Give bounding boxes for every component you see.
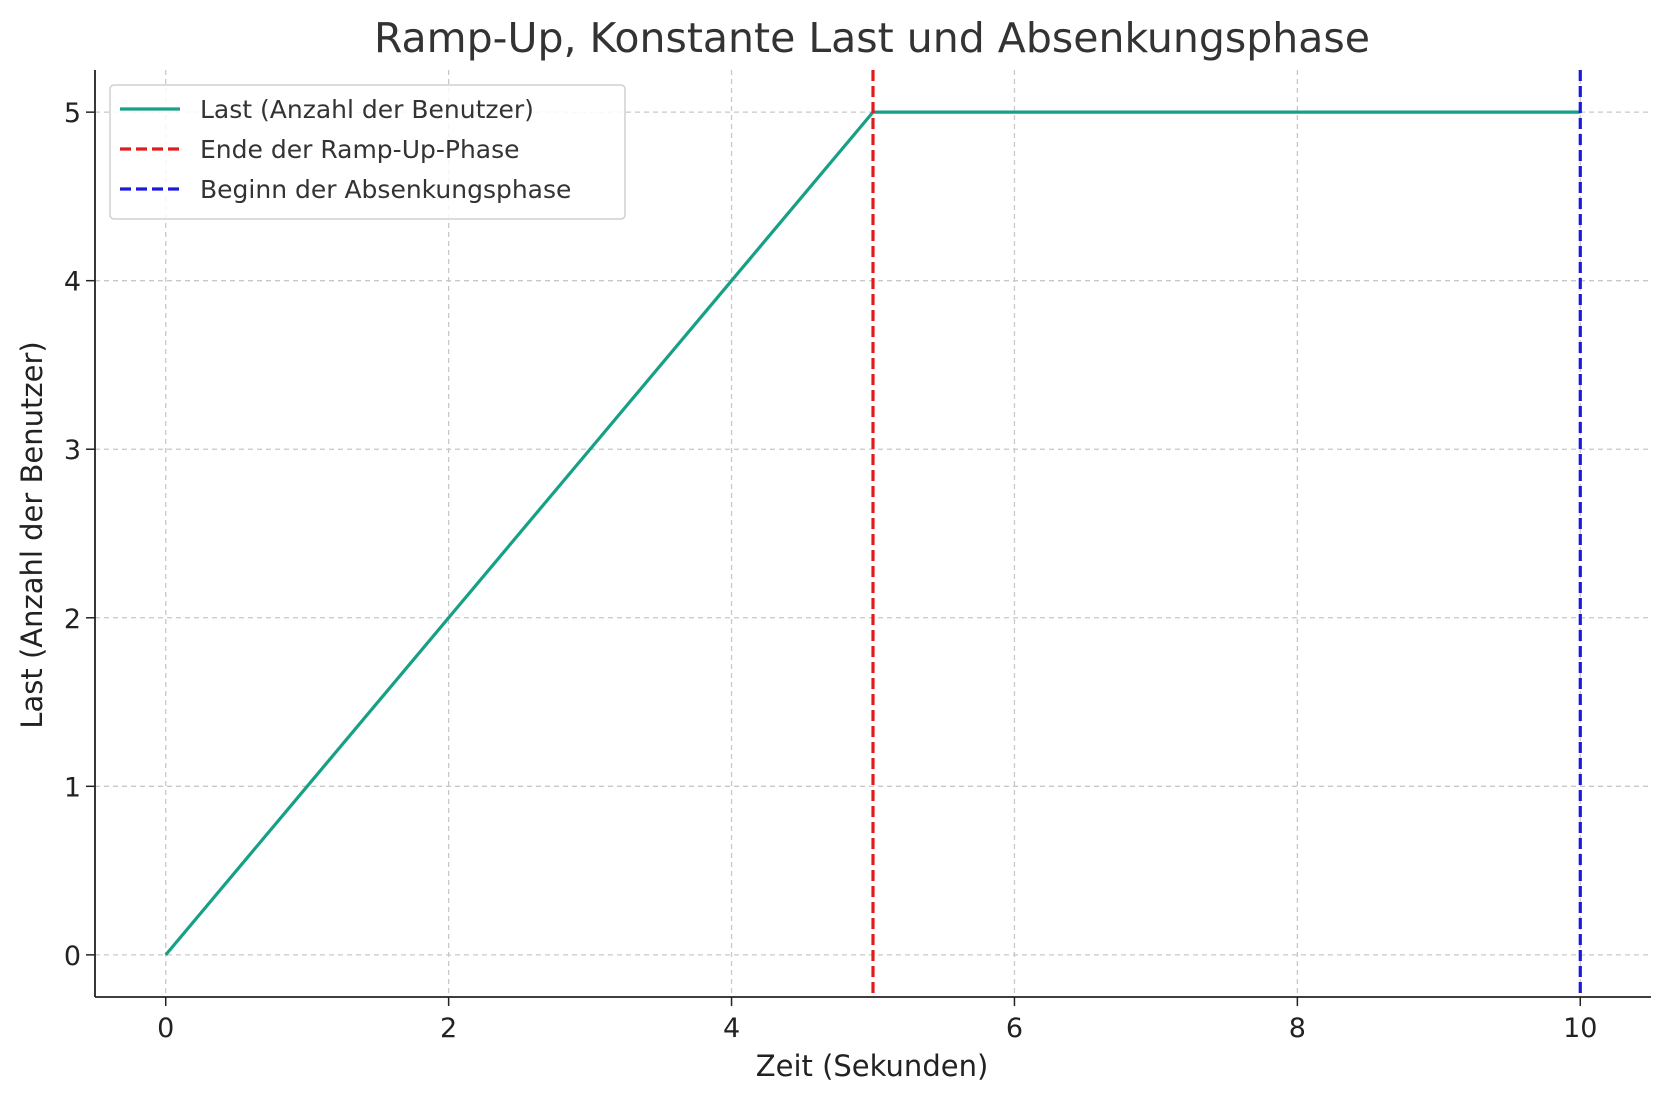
y-tick-label: 5 xyxy=(64,98,81,129)
y-tick-label: 4 xyxy=(64,267,81,298)
x-axis-label: Zeit (Sekunden) xyxy=(756,1049,989,1083)
y-axis-label: Last (Anzahl der Benutzer) xyxy=(15,341,49,728)
x-tick-label: 6 xyxy=(1006,1013,1023,1044)
vline-layer xyxy=(871,70,1582,997)
x-tick-label: 8 xyxy=(1289,1013,1306,1044)
legend-label-1: Ende der Ramp-Up-Phase xyxy=(200,135,520,164)
y-tick-label: 1 xyxy=(64,772,81,803)
y-tick-label: 0 xyxy=(64,941,81,972)
series-layer xyxy=(164,110,1581,956)
chart-title: Ramp-Up, Konstante Last und Absenkungsph… xyxy=(374,14,1370,62)
legend-label-2: Beginn der Absenkungsphase xyxy=(200,175,571,204)
legend-box xyxy=(109,84,626,220)
ticks: 0 2 4 6 8 10 0 1 2 3 4 5 xyxy=(64,98,1598,1044)
y-tick-label: 2 xyxy=(64,604,81,635)
x-tick-label: 10 xyxy=(1563,1013,1597,1044)
x-tick-label: 4 xyxy=(723,1013,740,1044)
y-tick-label: 3 xyxy=(64,435,81,466)
axes xyxy=(94,70,1651,998)
series-line-0 xyxy=(164,110,1581,956)
x-tick-label: 0 xyxy=(157,1013,174,1044)
legend-label-0: Last (Anzahl der Benutzer) xyxy=(200,95,534,124)
x-tick-label: 2 xyxy=(440,1013,457,1044)
legend: Last (Anzahl der Benutzer) Ende der Ramp-… xyxy=(109,84,626,220)
